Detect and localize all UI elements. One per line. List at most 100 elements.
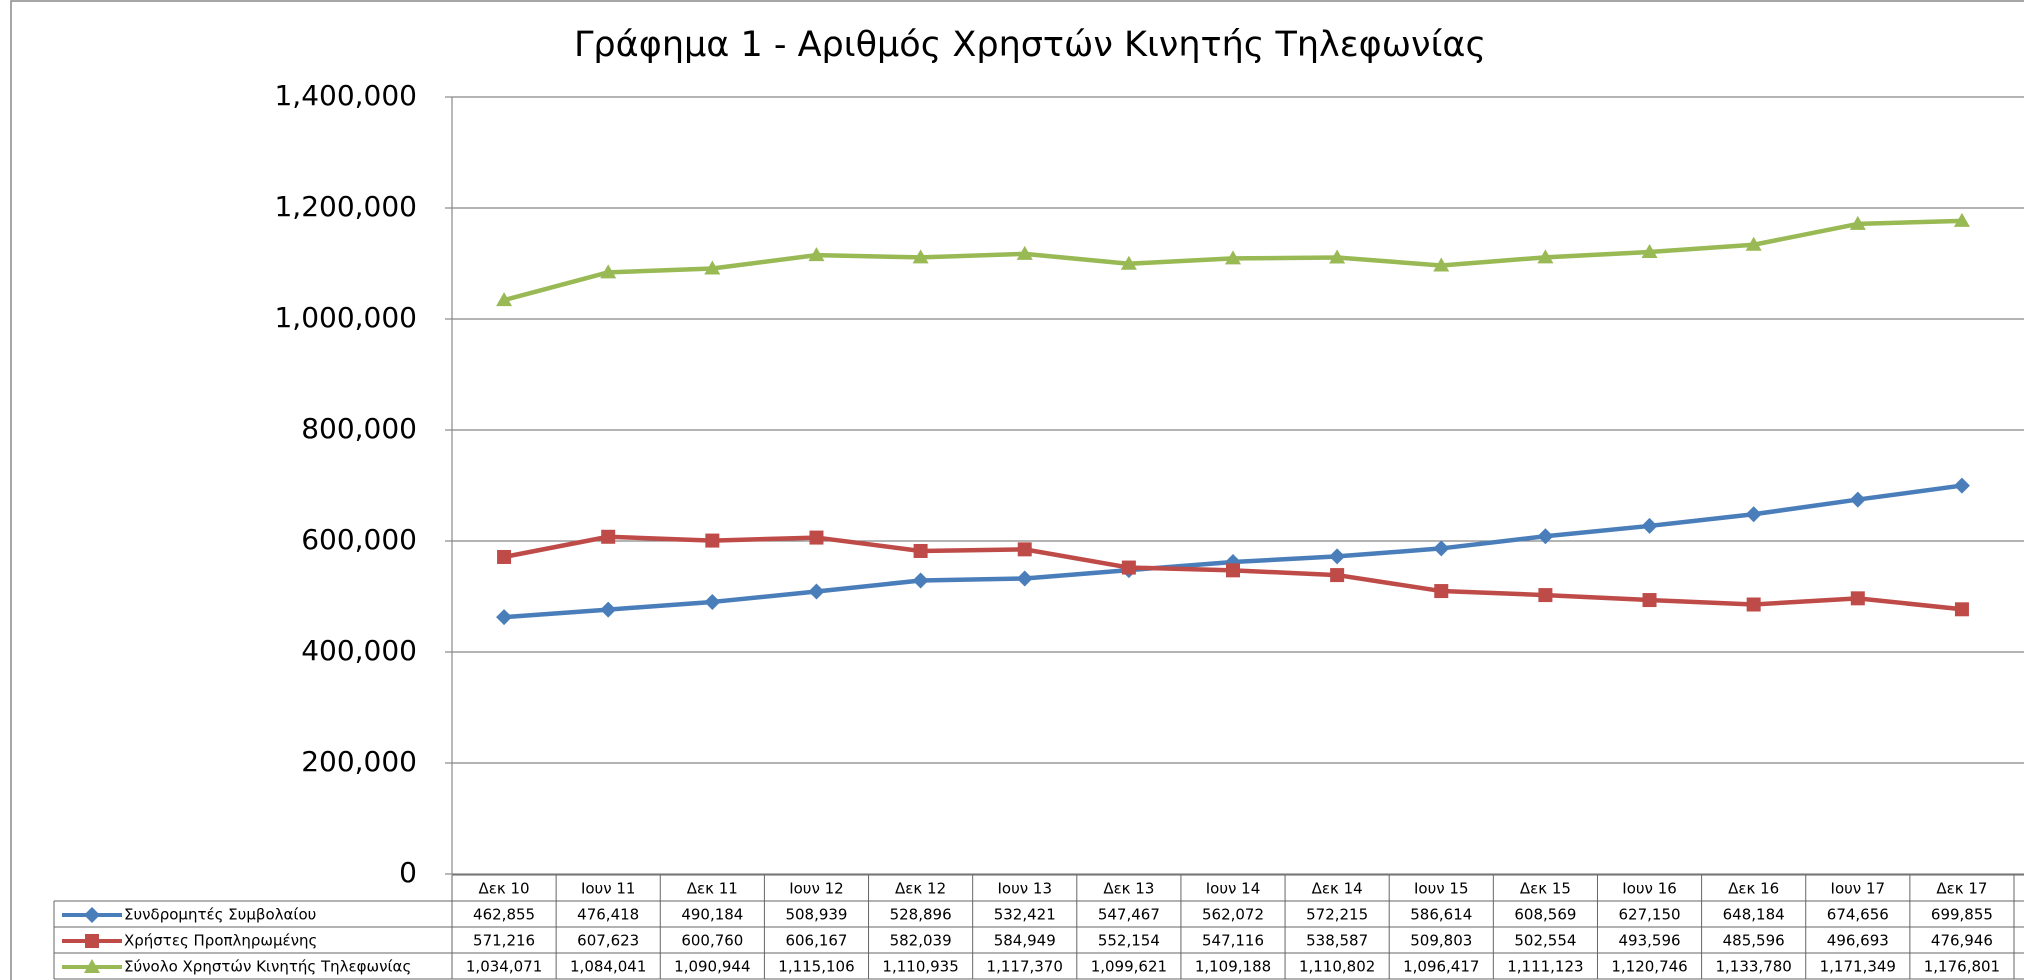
x-tick-label: Δεκ 16 bbox=[1728, 880, 1779, 898]
table-value: 571,216 bbox=[473, 932, 535, 950]
table-value: 586,614 bbox=[1410, 906, 1472, 924]
marker bbox=[913, 543, 928, 558]
table-value: 1,096,417 bbox=[1403, 958, 1479, 976]
table-value: 1,120,746 bbox=[1611, 958, 1687, 976]
table-value: 1,090,944 bbox=[674, 958, 750, 976]
marker bbox=[1641, 517, 1658, 534]
x-tick-label: Ιουν 11 bbox=[581, 880, 636, 898]
marker bbox=[496, 292, 513, 307]
table-value: 547,467 bbox=[1098, 906, 1160, 924]
marker bbox=[1330, 568, 1345, 583]
table-value: 1,115,106 bbox=[778, 958, 854, 976]
legend-label: Σύνολο Χρηστών Κινητής Τηλεφωνίας bbox=[124, 958, 411, 976]
marker bbox=[1641, 243, 1658, 258]
x-tick-label: Ιουν 17 bbox=[1831, 880, 1886, 898]
marker bbox=[1849, 215, 1866, 230]
marker bbox=[1849, 491, 1866, 508]
marker bbox=[1121, 560, 1136, 575]
table-value: 476,946 bbox=[1931, 932, 1993, 950]
table-value: 582,039 bbox=[890, 932, 952, 950]
marker bbox=[1745, 236, 1762, 251]
x-tick-label: Δεκ 17 bbox=[1936, 880, 1987, 898]
table-value: 502,554 bbox=[1514, 932, 1576, 950]
table-value: 538,587 bbox=[1306, 932, 1368, 950]
table-value: 1,176,801 bbox=[1924, 958, 2000, 976]
table-value: 1,109,188 bbox=[1195, 958, 1271, 976]
x-tick-label: Ιουν 15 bbox=[1414, 880, 1469, 898]
marker bbox=[1745, 506, 1762, 523]
table-value: 1,171,349 bbox=[1820, 958, 1896, 976]
table-value: 493,596 bbox=[1619, 932, 1681, 950]
table-value: 547,116 bbox=[1202, 932, 1264, 950]
marker bbox=[601, 529, 616, 544]
table-value: 462,855 bbox=[473, 906, 535, 924]
chart-title: Γράφημα 1 - Αριθμός Χρηστών Κινητής Τηλε… bbox=[574, 25, 1486, 65]
table-value: 1,099,621 bbox=[1091, 958, 1167, 976]
table-value: 476,418 bbox=[577, 906, 639, 924]
marker bbox=[84, 907, 100, 923]
marker bbox=[1120, 255, 1137, 270]
marker bbox=[600, 601, 617, 618]
marker bbox=[1850, 591, 1865, 606]
y-tick-label: 600,000 bbox=[301, 523, 417, 556]
table-value: 627,150 bbox=[1619, 906, 1681, 924]
marker bbox=[1434, 584, 1449, 599]
chart-border bbox=[10, 0, 2024, 980]
marker bbox=[1329, 548, 1346, 565]
y-tick-label: 1,000,000 bbox=[274, 301, 417, 334]
x-tick-label: Ιουν 14 bbox=[1206, 880, 1261, 898]
table-value: 1,117,370 bbox=[987, 958, 1063, 976]
marker bbox=[1016, 245, 1033, 260]
table-value: 562,072 bbox=[1202, 906, 1264, 924]
marker bbox=[808, 583, 825, 600]
x-tick-label: Ιουν 12 bbox=[789, 880, 844, 898]
marker bbox=[1953, 477, 1970, 494]
y-tick-label: 1,400,000 bbox=[274, 79, 417, 112]
table-value: 496,693 bbox=[1827, 932, 1889, 950]
marker bbox=[1537, 528, 1554, 545]
table-value: 572,215 bbox=[1306, 906, 1368, 924]
y-tick-label: 400,000 bbox=[301, 634, 417, 667]
table-value: 584,949 bbox=[994, 932, 1056, 950]
table-value: 607,623 bbox=[577, 932, 639, 950]
y-tick-label: 800,000 bbox=[301, 412, 417, 445]
marker bbox=[1642, 593, 1657, 608]
marker bbox=[1537, 249, 1554, 264]
x-tick-label: Δεκ 13 bbox=[1103, 880, 1154, 898]
x-tick-label: Ιουν 16 bbox=[1622, 880, 1677, 898]
x-tick-label: Δεκ 11 bbox=[687, 880, 738, 898]
table-value: 528,896 bbox=[890, 906, 952, 924]
table-value: 485,596 bbox=[1723, 932, 1785, 950]
x-tick-label: Δεκ 15 bbox=[1520, 880, 1571, 898]
marker bbox=[600, 264, 617, 279]
marker bbox=[497, 549, 512, 564]
marker bbox=[705, 533, 720, 548]
table-value: 552,154 bbox=[1098, 932, 1160, 950]
marker bbox=[1017, 542, 1032, 557]
marker bbox=[1538, 588, 1553, 603]
marker bbox=[912, 572, 929, 589]
table-value: 1,084,041 bbox=[570, 958, 646, 976]
table-value: 600,760 bbox=[681, 932, 743, 950]
table-value: 509,803 bbox=[1410, 932, 1472, 950]
table-value: 1,110,935 bbox=[882, 958, 958, 976]
marker bbox=[1226, 563, 1240, 578]
y-tick-label: 1,200,000 bbox=[274, 190, 417, 223]
table-value: 608,569 bbox=[1514, 906, 1576, 924]
marker bbox=[912, 249, 929, 264]
marker bbox=[1433, 540, 1450, 557]
legend-label: Συνδρομητές Συμβολαίου bbox=[124, 906, 316, 924]
marker bbox=[1954, 602, 1969, 617]
marker bbox=[809, 530, 824, 545]
table-value: 1,111,123 bbox=[1507, 958, 1583, 976]
marker bbox=[1225, 250, 1241, 265]
table-value: 606,167 bbox=[785, 932, 847, 950]
marker bbox=[85, 934, 99, 948]
x-tick-label: Δεκ 14 bbox=[1312, 880, 1363, 898]
x-tick-label: Δεκ 10 bbox=[479, 880, 530, 898]
marker bbox=[496, 609, 513, 626]
marker bbox=[84, 959, 100, 973]
marker bbox=[1746, 597, 1761, 612]
table-value: 1,133,780 bbox=[1715, 958, 1791, 976]
